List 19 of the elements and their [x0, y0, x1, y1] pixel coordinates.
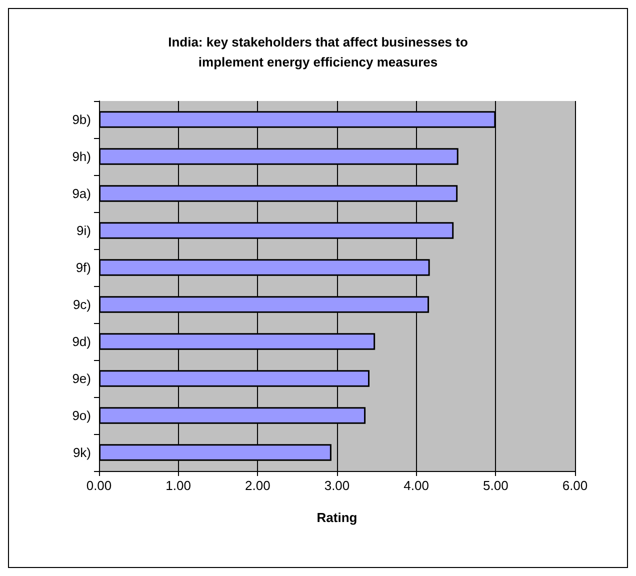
y-tick-label: 9d) [72, 334, 91, 349]
y-tick-label: 9c) [72, 297, 91, 312]
x-tick-label: 4.00 [404, 478, 429, 493]
y-tick-label: 9b) [72, 112, 91, 127]
x-tick-label: 3.00 [324, 478, 350, 493]
x-tick-label: 5.00 [483, 478, 508, 493]
x-tick-label: 2.00 [245, 478, 270, 493]
x-tick-label: 0.00 [86, 478, 112, 493]
y-tick-label: 9i) [76, 223, 91, 238]
y-tick-label: 9h) [72, 149, 91, 164]
y-tick-label: 9f) [76, 260, 91, 275]
y-tick-label: 9a) [72, 186, 91, 201]
x-tick-label: 6.00 [562, 478, 588, 493]
x-tick-label: 1.00 [166, 478, 191, 493]
x-axis-title: Rating [316, 510, 358, 525]
y-tick-label: 9k) [72, 445, 91, 460]
y-tick-label: 9e) [72, 371, 91, 386]
y-tick-label: 9o) [72, 408, 91, 423]
chart-title: India: key stakeholders that affect businesses to implement energy efficiency measures [168, 34, 468, 70]
